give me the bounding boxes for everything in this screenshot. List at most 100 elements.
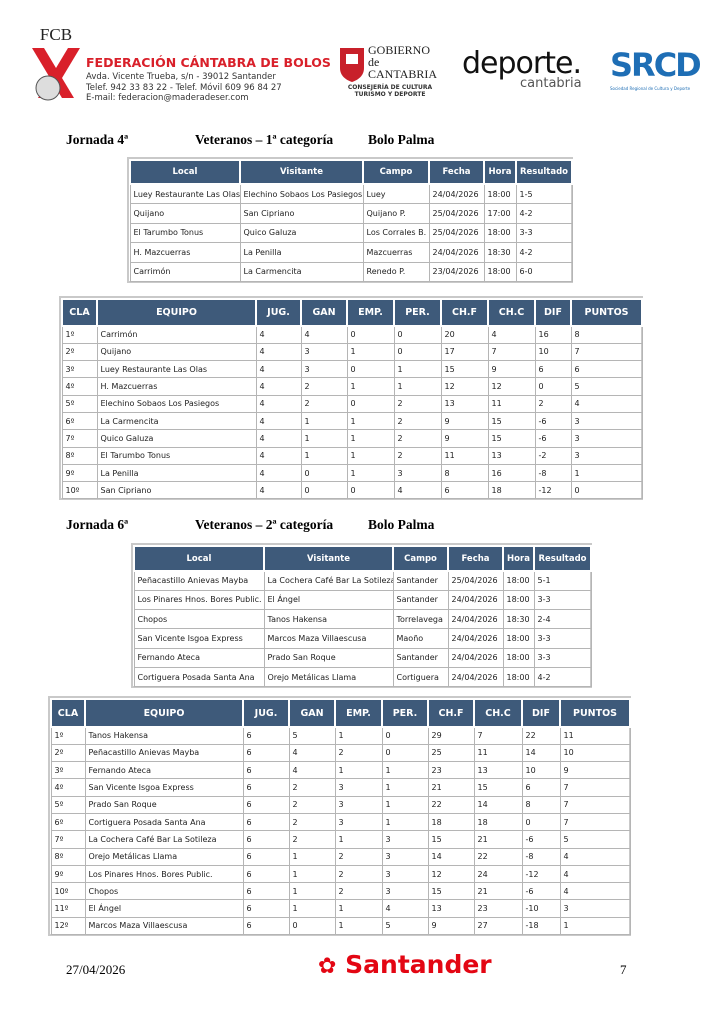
cell: 0 [381,726,429,745]
cell: San Vicente Isgoa Express [84,778,244,797]
row: Carrimón La Carmencita Renedo P. 23/04/2026… [129,261,573,282]
cell: Prado San Roque [84,795,244,814]
column-header: CH.F [427,698,475,728]
cell: 3 [570,411,643,431]
cell: 1 [334,830,383,849]
cell: -10 [521,899,561,918]
column-header: DIF [534,298,572,327]
cell: 6 [242,795,290,814]
cell: 10º [50,882,86,901]
cell: 2 [288,795,336,814]
cell: Peñacastillo Anievas Mayba [84,743,244,763]
cell: Fernando Ateca [84,761,244,780]
cell: 1 [334,916,383,936]
cell: -6 [521,882,561,901]
cell: 3 [381,830,429,849]
cell: 1 [288,882,336,901]
cell: 29 [427,726,475,745]
standings-table: CLA EQUIPO JUG. GAN EMP. PER. CH.F CH.C DIF PUNTO… [50,698,631,936]
cell: Tanos Hakensa [263,609,394,630]
cell: 1 [300,411,348,431]
cell: 16 [534,325,572,344]
cell: Los Corrales B. [362,222,430,243]
cell: 21 [427,778,475,797]
column-header: PUNTOS [559,698,631,728]
cell: 6º [61,411,98,431]
cell: 6 [242,761,290,780]
cell: Los Pinares Hnos. Bores Public. [133,589,265,611]
row: 7º Quico Galuza 4 1 1 2 9 15 -6 3 [61,429,643,448]
header-row: CLA EQUIPO JUG. GAN EMP. PER. CH.F CH.C DIF PUNTO… [50,698,631,728]
row: Cortiguera Posada Santa Ana Orejo Metálic… [133,666,592,688]
cell: 20 [440,325,489,344]
row: H. Mazcuerras La Penilla Mazcuerras 24/04/2… [129,242,573,263]
cell: 4º [61,377,98,396]
cell: 6 [242,830,290,849]
cell: 1 [346,411,395,431]
cell: 1 [334,761,383,780]
cell: 8º [61,446,98,465]
cell: 8 [521,795,561,814]
cell: 1 [559,916,631,936]
cell: La Cochera Café Bar La Sotileza [263,570,394,591]
cell: 2º [50,743,86,763]
fcb-logo: FCB [32,28,80,101]
column-header: Local [129,159,241,185]
cell: 3 [300,360,348,379]
row: 7º La Cochera Café Bar La Sotileza 6 2 1 3 15 2… [50,830,631,849]
section-jornada: Jornada 6ª [66,517,129,532]
cell: 4 [381,899,429,918]
cell: 2 [288,778,336,797]
cell: 3 [393,463,442,483]
column-header: Campo [362,159,430,185]
cell: Renedo P. [362,261,430,282]
row: 10º Chopos 6 1 2 3 15 21 -6 4 [50,882,631,901]
cell: 6 [242,778,290,797]
cell: 13 [440,394,489,413]
cell: 0 [300,463,348,483]
cell: 1 [346,463,395,483]
standings-table: CLA EQUIPO JUG. GAN EMP. PER. CH.F CH.C DIF PUNTO… [61,298,643,500]
column-header: Visitante [263,545,394,572]
cell: 4 [255,463,302,483]
cell: 0 [393,342,442,362]
cell: 7 [559,778,631,797]
cell: 18 [427,812,475,832]
cell: 3-3 [533,628,592,649]
cell: Fernando Ateca [133,647,265,668]
cell: 0 [346,394,395,413]
cell: 25/04/2026 [447,570,504,591]
srcd-sub: Sociedad Regional de Cultura y Deporte [610,86,691,91]
cell: 16 [487,463,536,483]
cell: 21 [473,882,523,901]
cell: 3-3 [533,589,592,611]
section-category: Veteranos – 1ª categoría [195,132,334,147]
column-header: GAN [288,698,336,728]
column-header: Fecha [428,159,485,185]
row: 6º Cortiguera Posada Santa Ana 6 2 3 1 18 18 0 7 [50,812,631,832]
cell: 7 [559,795,631,814]
cell: 6 [242,743,290,763]
column-header: Hora [502,545,535,572]
email: E-mail: federacion@maderadeser.com [86,93,249,103]
cell: 9º [61,463,98,483]
cell: 5 [559,830,631,849]
row: El Tarumbo Tonus Quico Galuza Los Corrales… [129,222,573,243]
cell: 6 [242,899,290,918]
cell: 15 [487,411,536,431]
cell: La Penilla [96,463,257,483]
cell: 1 [288,899,336,918]
cell: 6 [534,360,572,379]
row: 10º San Cipriano 4 0 0 4 6 18 -12 0 [61,481,643,500]
org-name: FEDERACIÓN CÁNTABRA DE BOLOS [86,55,331,70]
cell: 12 [427,864,475,884]
cell: 22 [521,726,561,745]
cell: 18 [487,481,536,500]
cell: 5º [61,394,98,413]
cell: 1 [334,726,383,745]
cell: 1 [300,429,348,448]
column-header: DIF [521,698,561,728]
cell: 4 [255,429,302,448]
cell: 18:30 [483,242,517,263]
cell: El Tarumbo Tonus [129,222,241,243]
